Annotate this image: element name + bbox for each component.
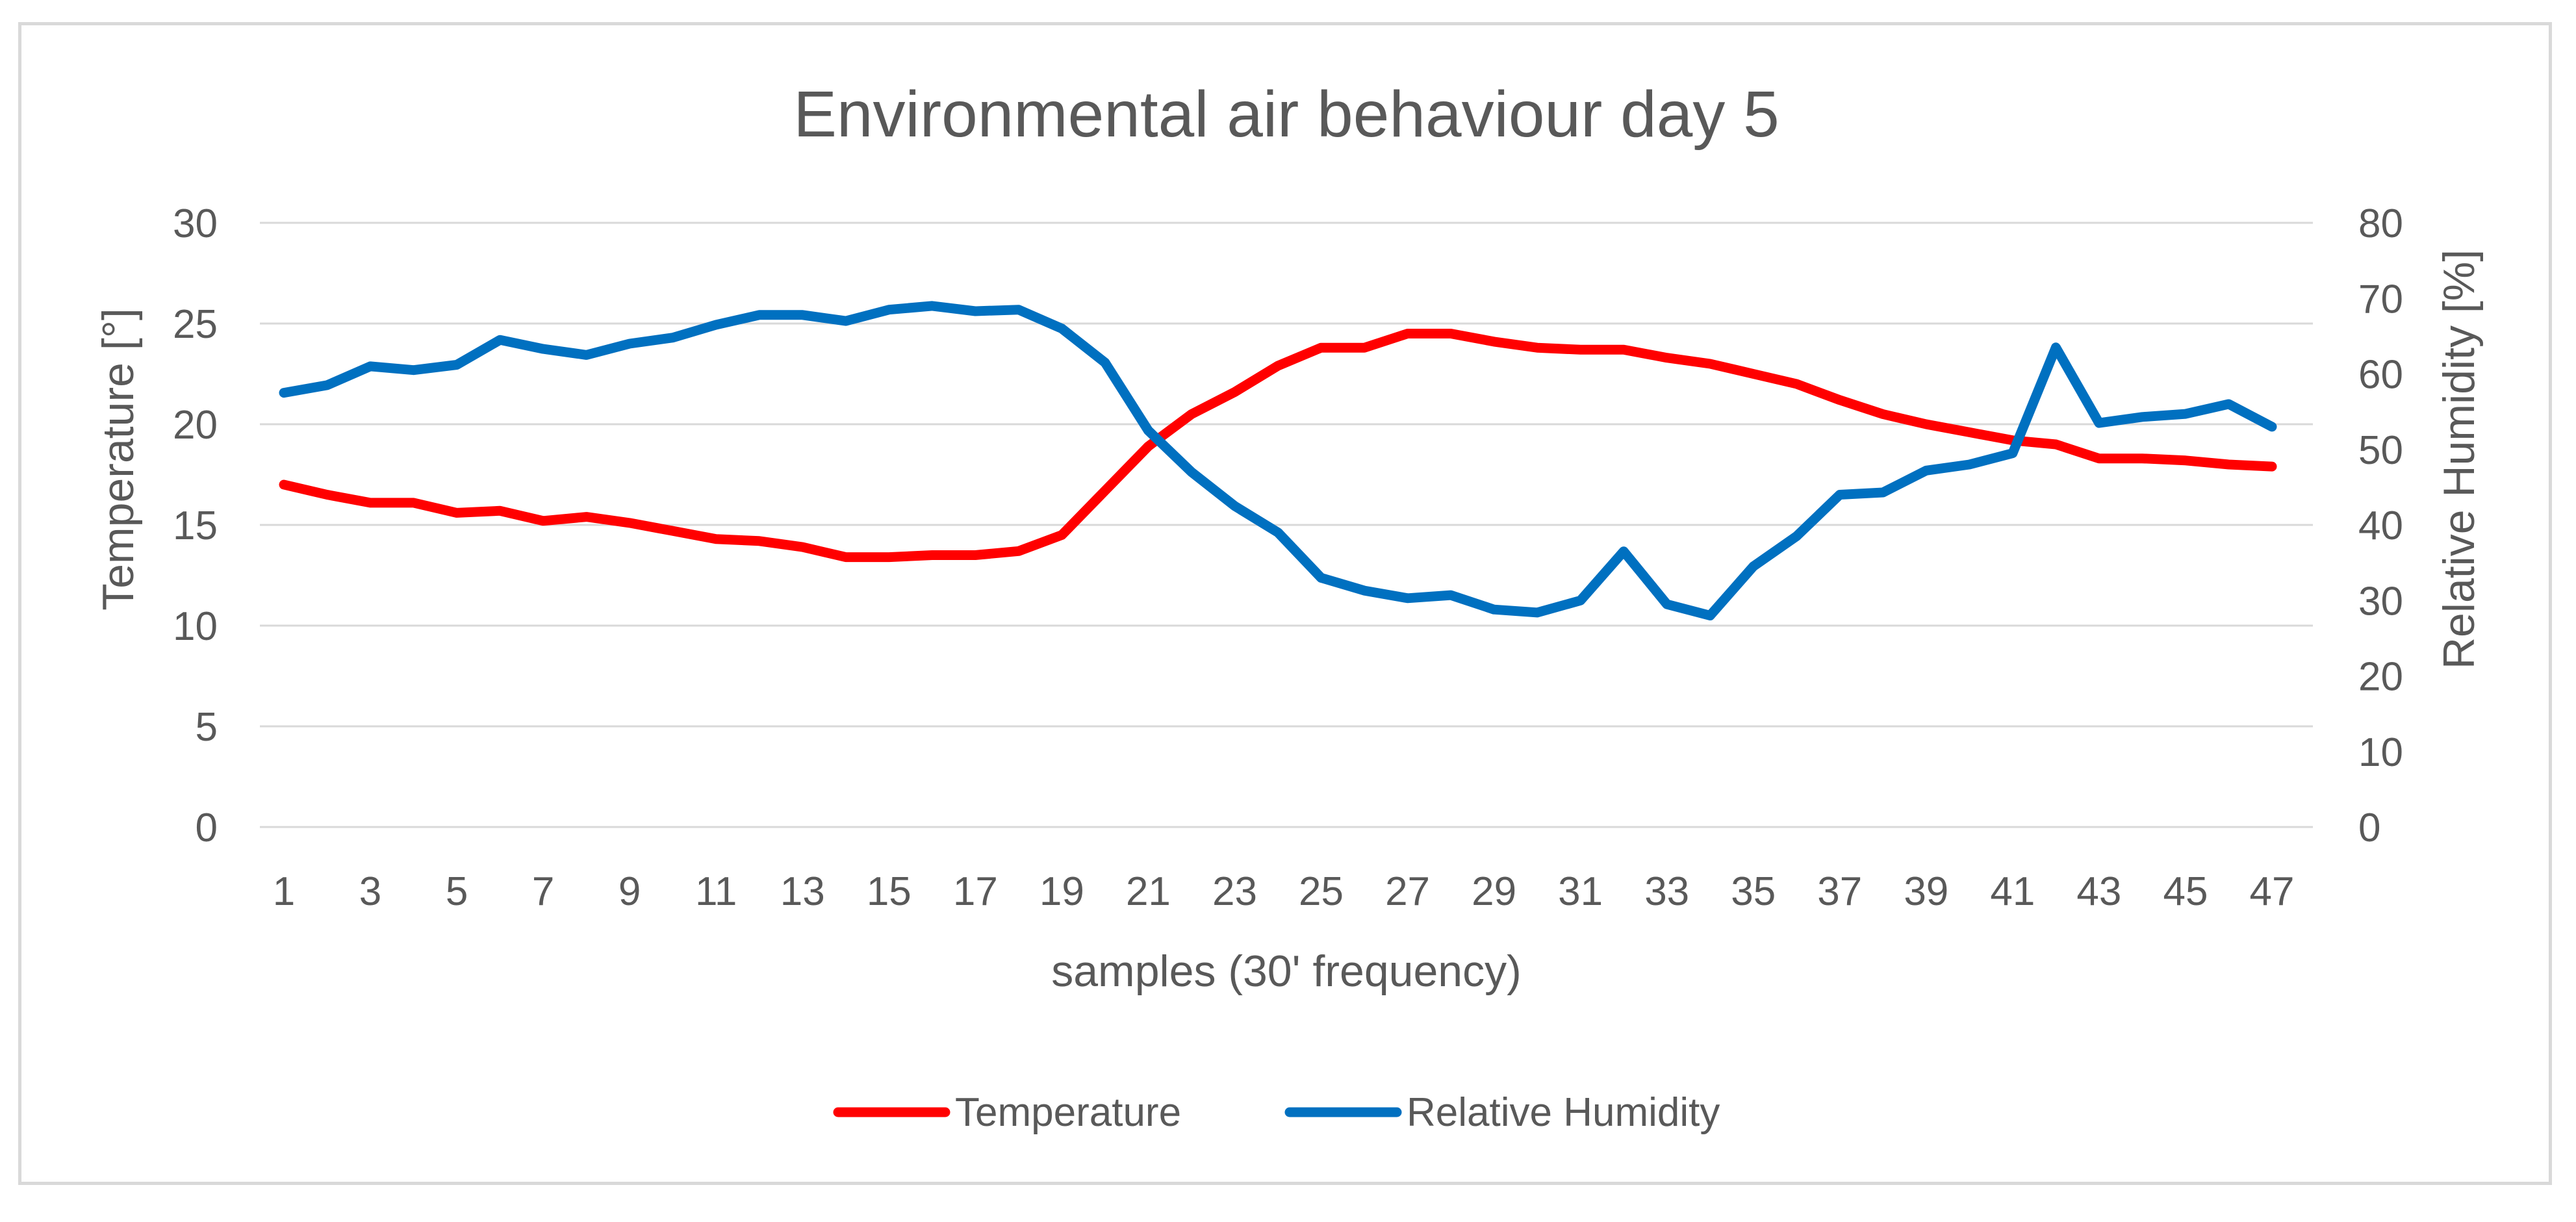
y2-tick-label: 70 [2358,277,2403,322]
x-tick-label: 5 [446,869,468,914]
series-line-relative-humidity [279,301,2277,620]
right-axis-ticks: 0 10 20 30 40 50 60 70 80 [2358,201,2403,850]
x-tick-label: 21 [1126,869,1171,914]
x-tick-label: 27 [1385,869,1430,914]
chart-title: Environmental air behaviour day 5 [793,78,1779,151]
x-tick-label: 15 [867,869,912,914]
x-tick-label: 41 [1990,869,2035,914]
x-tick-label: 29 [1472,869,1516,914]
legend-label: Relative Humidity [1407,1090,1720,1135]
x-tick-label: 35 [1731,869,1776,914]
x-tick-label: 33 [1644,869,1689,914]
y2-tick-label: 50 [2358,428,2403,473]
x-tick-label: 43 [2076,869,2121,914]
x-tick-label: 7 [532,869,554,914]
x-tick-label: 45 [2163,869,2208,914]
x-tick-label: 19 [1039,869,1084,914]
series-lines [279,301,2277,620]
y-tick-label: 20 [173,403,218,448]
y2-tick-label: 30 [2358,579,2403,624]
chart-frame [18,22,2552,1185]
y-tick-label: 0 [196,806,218,850]
x-tick-label: 11 [695,869,737,914]
gridlines [260,222,2313,828]
x-tick-label: 31 [1558,869,1603,914]
x-tick-label: 13 [780,869,825,914]
x-tick-label: 3 [359,869,381,914]
y-tick-label: 15 [173,503,218,548]
x-tick-label: 9 [618,869,641,914]
x-tick-label: 47 [2250,869,2295,914]
y2-tick-label: 80 [2358,201,2403,246]
y-axis-title: Temperature [°] [94,308,143,611]
left-axis-ticks: 0 5 10 15 20 25 30 [173,201,218,850]
x-tick-label: 25 [1299,869,1344,914]
x-tick-label: 17 [953,869,998,914]
x-tick-label: 1 [273,869,295,914]
y2-tick-label: 10 [2358,730,2403,775]
legend: Temperature Relative Humidity [833,1090,1720,1135]
legend-label: Temperature [955,1090,1181,1135]
x-axis-title: samples (30' frequency) [1051,947,1522,996]
y2-tick-label: 40 [2358,503,2403,548]
x-tick-label: 37 [1817,869,1862,914]
y-tick-label: 25 [173,302,218,347]
x-tick-label: 23 [1212,869,1257,914]
x-tick-label: 39 [1904,869,1948,914]
y2-tick-label: 0 [2358,806,2380,850]
x-axis-ticks: 1 3 5 7 9 11 13 15 17 19 21 23 25 27 29 31 33 35 37 39 41 43 4… [273,869,2295,914]
y-tick-label: 30 [173,201,218,246]
y2-tick-label: 60 [2358,353,2403,398]
y2-tick-label: 20 [2358,655,2403,700]
series-line-temperature [279,329,2277,563]
y2-axis-title: Relative Humidity [%] [2434,249,2484,669]
y-tick-label: 10 [173,604,218,649]
y-tick-label: 5 [196,705,218,750]
